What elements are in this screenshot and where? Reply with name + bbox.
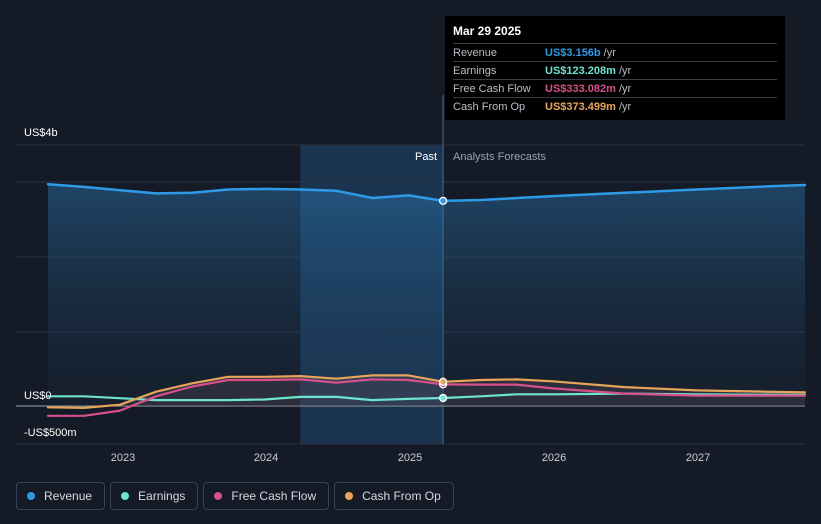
tooltip-value: US$333.082m xyxy=(545,82,616,95)
marker-revenue xyxy=(438,196,448,206)
legend-label: Revenue xyxy=(44,489,93,503)
tooltip-unit: /yr xyxy=(618,82,632,95)
forecast-label: Analysts Forecasts xyxy=(453,151,546,163)
marker-earnings xyxy=(438,393,448,403)
tooltip-date: Mar 29 2025 xyxy=(453,24,522,38)
y-tick-label-bottom: -US$500m xyxy=(24,427,77,439)
legend-item-cash-from-op[interactable]: Cash From Op xyxy=(334,482,454,510)
tooltip-value: US$123.208m xyxy=(545,64,616,77)
series-line-fcf xyxy=(46,378,807,417)
legend-dot-icon xyxy=(214,492,223,500)
tooltip-unit: /yr xyxy=(618,64,632,77)
past-label: Past xyxy=(415,151,437,163)
x-tick-label-2026: 2026 xyxy=(542,452,566,464)
tooltip-value: US$373.499m xyxy=(545,100,616,113)
legend-label: Free Cash Flow xyxy=(231,489,317,503)
tooltip-label: Revenue xyxy=(453,46,498,59)
x-tick-label-2023: 2023 xyxy=(111,452,135,464)
series-line-revenue xyxy=(46,183,807,203)
legend-item-earnings[interactable]: Earnings xyxy=(110,482,199,510)
marker-cfo xyxy=(438,377,448,386)
tooltip-value: US$3.156b xyxy=(545,46,601,59)
tooltip-unit: /yr xyxy=(618,100,632,113)
legend-label: Earnings xyxy=(138,489,186,503)
tooltip-row-earnings: Earnings US$123.208m /yr xyxy=(453,61,777,79)
revenue-area xyxy=(48,184,805,406)
x-tick-label-2027: 2027 xyxy=(686,452,710,464)
legend-label: Cash From Op xyxy=(362,489,441,503)
tooltip-row-revenue: Revenue US$3.156b /yr xyxy=(453,43,777,61)
legend: Revenue Earnings Free Cash Flow Cash Fro… xyxy=(16,482,454,510)
legend-dot-icon xyxy=(345,492,354,500)
x-tick-label-2024: 2024 xyxy=(254,452,278,464)
tooltip-label: Earnings xyxy=(453,64,497,77)
tooltip: Mar 29 2025 Revenue US$3.156b /yr Earnin… xyxy=(445,16,785,120)
legend-dot-icon xyxy=(27,492,35,500)
tooltip-row-cfo: Cash From Op US$373.499m /yr xyxy=(453,97,777,115)
x-tick-label-2025: 2025 xyxy=(398,452,422,464)
y-tick-label-top: US$4b xyxy=(24,127,58,139)
tooltip-row-fcf: Free Cash Flow US$333.082m /yr xyxy=(453,79,777,97)
tooltip-unit: /yr xyxy=(603,46,616,59)
y-tick-label-zero: US$0 xyxy=(24,390,52,402)
tooltip-label: Free Cash Flow xyxy=(453,82,531,95)
legend-dot-icon xyxy=(121,492,130,500)
series-line-cfo xyxy=(46,374,807,409)
legend-item-free-cash-flow[interactable]: Free Cash Flow xyxy=(203,482,330,510)
tooltip-label: Cash From Op xyxy=(453,100,526,113)
legend-item-revenue[interactable]: Revenue xyxy=(16,482,106,510)
